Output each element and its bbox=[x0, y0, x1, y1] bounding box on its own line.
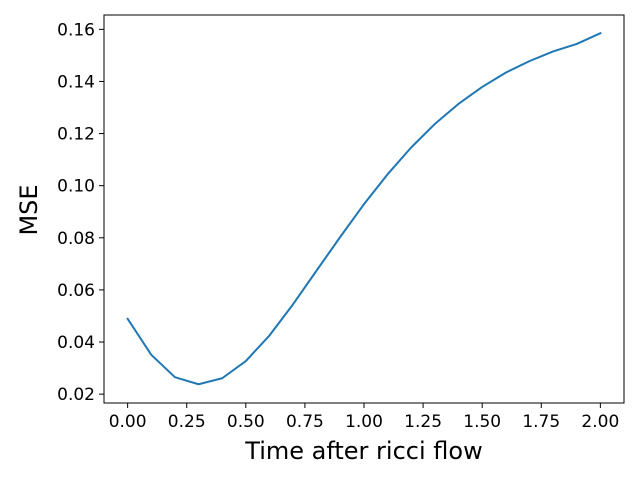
x-tick-label: 1.75 bbox=[522, 412, 560, 432]
y-tick-label: 0.04 bbox=[57, 333, 95, 353]
x-axis-label: Time after ricci flow bbox=[244, 437, 482, 465]
x-tick-label: 2.00 bbox=[581, 412, 619, 432]
y-tick-label: 0.08 bbox=[57, 229, 95, 249]
y-tick-label: 0.14 bbox=[57, 72, 95, 92]
y-tick-label: 0.10 bbox=[57, 177, 95, 197]
series-line-0 bbox=[126, 31, 602, 386]
x-tick-label: 0.25 bbox=[168, 412, 206, 432]
plot-frame bbox=[103, 14, 625, 404]
x-tick-label: 1.25 bbox=[404, 412, 442, 432]
plot-area bbox=[103, 14, 625, 404]
x-axis: 0.00 0.25 0.50 0.75 1.00 1.25 1.50 1.75 2.00 bbox=[109, 403, 619, 432]
x-tick-label: 0.50 bbox=[227, 412, 265, 432]
y-tick-label: 0.02 bbox=[57, 385, 95, 405]
y-tick-label: 0.06 bbox=[57, 281, 95, 301]
x-tick-label: 1.50 bbox=[463, 412, 501, 432]
x-tick-label: 0.75 bbox=[286, 412, 324, 432]
y-axis-label: MSE bbox=[15, 184, 43, 235]
y-axis: 0.02 0.04 0.06 0.08 0.10 0.12 0.14 0.16 bbox=[57, 20, 104, 405]
y-tick-label: 0.16 bbox=[57, 20, 95, 40]
x-tick-label: 1.00 bbox=[345, 412, 383, 432]
y-tick-label: 0.12 bbox=[57, 125, 95, 145]
x-tick-label: 0.00 bbox=[109, 412, 147, 432]
